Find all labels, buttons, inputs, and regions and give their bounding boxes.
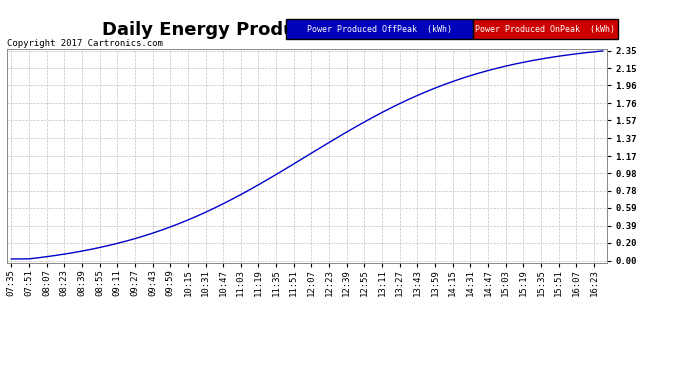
Text: Power Produced OffPeak  (kWh): Power Produced OffPeak (kWh) xyxy=(307,25,452,34)
Text: Daily Energy Production Sat Jan 28 16:44: Daily Energy Production Sat Jan 28 16:44 xyxy=(102,21,519,39)
Text: Copyright 2017 Cartronics.com: Copyright 2017 Cartronics.com xyxy=(7,39,163,48)
Text: Power Produced OnPeak  (kWh): Power Produced OnPeak (kWh) xyxy=(475,25,615,34)
